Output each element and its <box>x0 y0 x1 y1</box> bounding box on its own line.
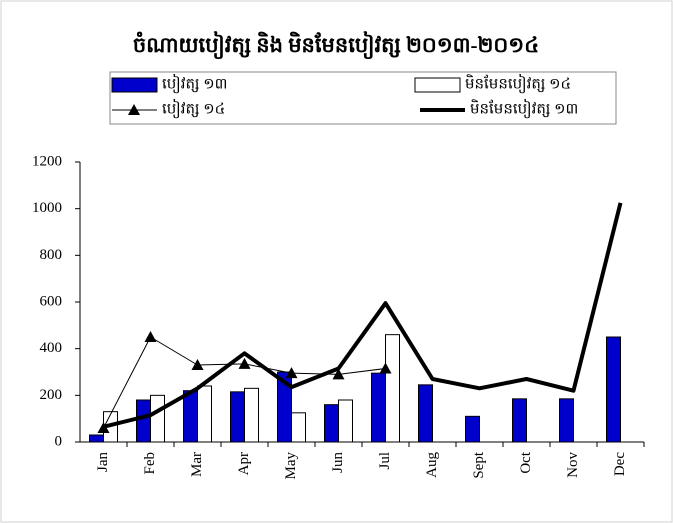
x-tick-label: Oct <box>518 451 534 473</box>
x-tick-label: Jun <box>330 452 346 473</box>
x-tick-label: Apr <box>236 452 252 475</box>
x-tick-label: Dec <box>612 452 628 476</box>
legend-box <box>109 71 617 125</box>
bar <box>89 434 104 443</box>
y-tick-label: 200 <box>40 387 63 403</box>
legend-swatch <box>414 77 461 93</box>
marker <box>144 331 157 342</box>
marker <box>191 359 204 370</box>
bar <box>244 387 259 443</box>
legend-label: បៀវត្ស ១៣ <box>162 73 227 93</box>
bar <box>197 385 212 443</box>
bar <box>338 399 353 443</box>
y-tick-label: 1200 <box>32 153 62 169</box>
legend-swatch <box>111 77 158 93</box>
legend-label: បៀវត្ស ១៤ <box>162 98 225 118</box>
y-tick-label: 800 <box>40 247 63 263</box>
bar <box>465 415 480 443</box>
x-tick-label: Feb <box>142 452 158 475</box>
marker <box>379 362 392 374</box>
bar <box>385 334 400 443</box>
y-tick-label: 1000 <box>32 200 62 216</box>
x-tick-label: Jul <box>377 452 393 470</box>
x-tick-label: Sept <box>471 451 487 479</box>
line <box>103 202 623 429</box>
y-tick-label: 400 <box>40 340 63 356</box>
bar <box>183 390 198 443</box>
bar <box>230 391 245 443</box>
legend-label: មិនមែនបៀវត្ស ១៣ <box>470 98 578 118</box>
y-tick-label: 0 <box>55 433 63 449</box>
bar <box>371 372 386 443</box>
x-tick-label: Nov <box>565 452 581 478</box>
y-tick-label: 600 <box>40 293 63 309</box>
marker <box>285 367 298 379</box>
legend-label: មិនមែនបៀវត្ស ១៤ <box>465 73 571 93</box>
x-tick-label: Jan <box>95 452 111 472</box>
x-tick-label: May <box>283 452 299 480</box>
bar <box>291 412 306 443</box>
bar <box>150 394 165 443</box>
bar <box>512 398 527 443</box>
marker <box>332 368 345 380</box>
chart-title: ចំណាយបៀវត្ស និង មិនមែនបៀវត្ស ២០១៣-២០១៤ <box>133 31 539 60</box>
marker <box>97 422 110 433</box>
bar <box>418 384 433 443</box>
x-tick-label: Aug <box>424 452 440 478</box>
bar <box>136 399 151 443</box>
marker <box>238 357 251 369</box>
x-tick-label: Mar <box>189 452 205 477</box>
legend-marker <box>128 104 140 115</box>
bar <box>559 398 574 443</box>
bar <box>324 404 339 443</box>
bar <box>606 336 621 443</box>
